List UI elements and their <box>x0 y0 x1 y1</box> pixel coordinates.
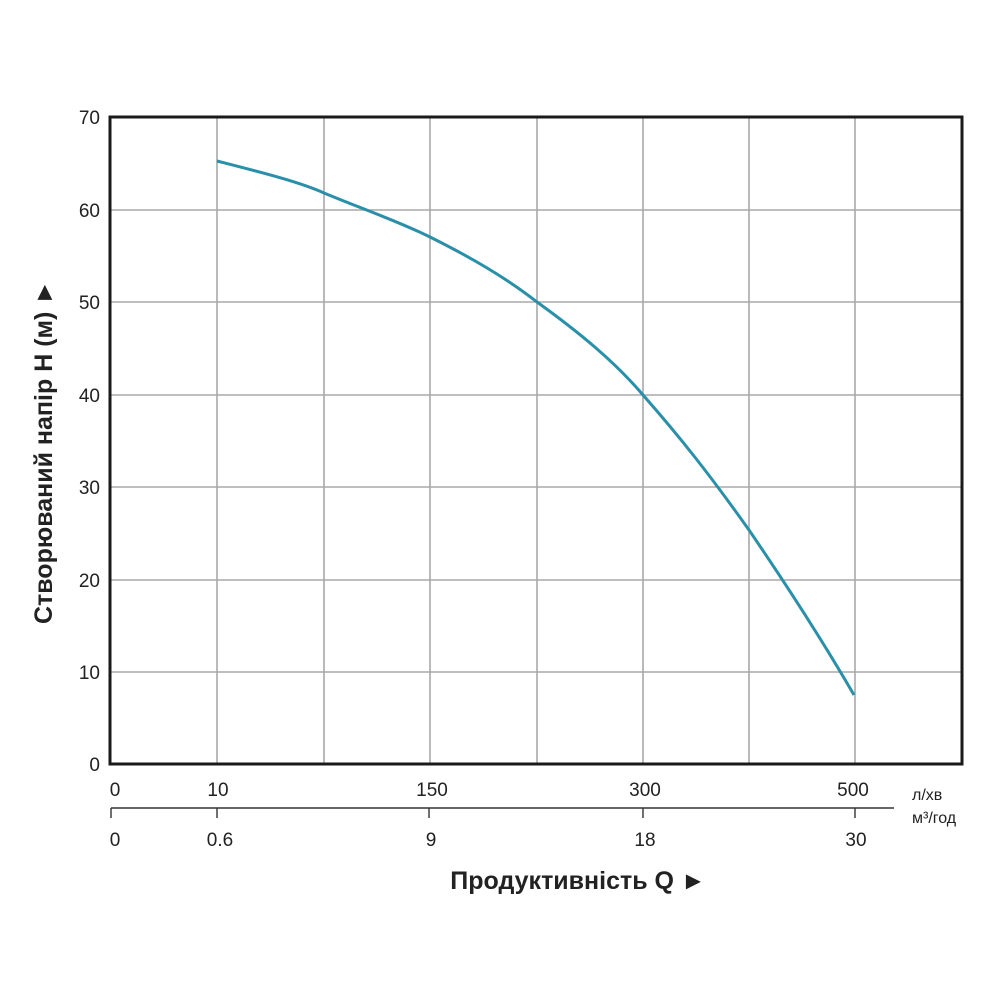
performance-curve <box>216 159 856 696</box>
svg-text:30: 30 <box>845 830 866 851</box>
x-axis-secondary <box>110 807 894 818</box>
y-axis-title: Створюваний напір H (м) ► <box>30 280 58 624</box>
svg-text:150: 150 <box>416 780 448 801</box>
svg-text:300: 300 <box>629 780 661 801</box>
svg-text:50: 50 <box>79 293 100 314</box>
unit-m3h: м³/год <box>912 810 957 827</box>
x-axis-top-ticks: 0 10 150 300 500 <box>110 780 869 801</box>
svg-text:10: 10 <box>79 663 100 684</box>
x-axis-bottom-ticks: 0 0.6 9 18 30 <box>110 830 867 851</box>
svg-text:10: 10 <box>207 780 228 801</box>
svg-text:20: 20 <box>79 571 100 592</box>
grid <box>110 117 962 764</box>
svg-text:0: 0 <box>89 755 100 776</box>
x-axis-title: Продуктивність Q ► <box>450 867 705 895</box>
svg-text:60: 60 <box>79 201 100 222</box>
svg-text:500: 500 <box>837 780 869 801</box>
svg-text:0: 0 <box>110 830 121 851</box>
svg-text:9: 9 <box>426 830 437 851</box>
svg-text:0.6: 0.6 <box>207 830 233 851</box>
unit-lpm: л/хв <box>912 787 942 804</box>
svg-text:70: 70 <box>79 108 100 129</box>
svg-text:40: 40 <box>79 386 100 407</box>
plot-frame <box>108 115 964 766</box>
y-axis-ticks: 70 60 50 40 30 20 10 0 <box>79 108 100 776</box>
svg-text:0: 0 <box>110 780 121 801</box>
svg-text:30: 30 <box>79 478 100 499</box>
svg-text:18: 18 <box>634 830 655 851</box>
